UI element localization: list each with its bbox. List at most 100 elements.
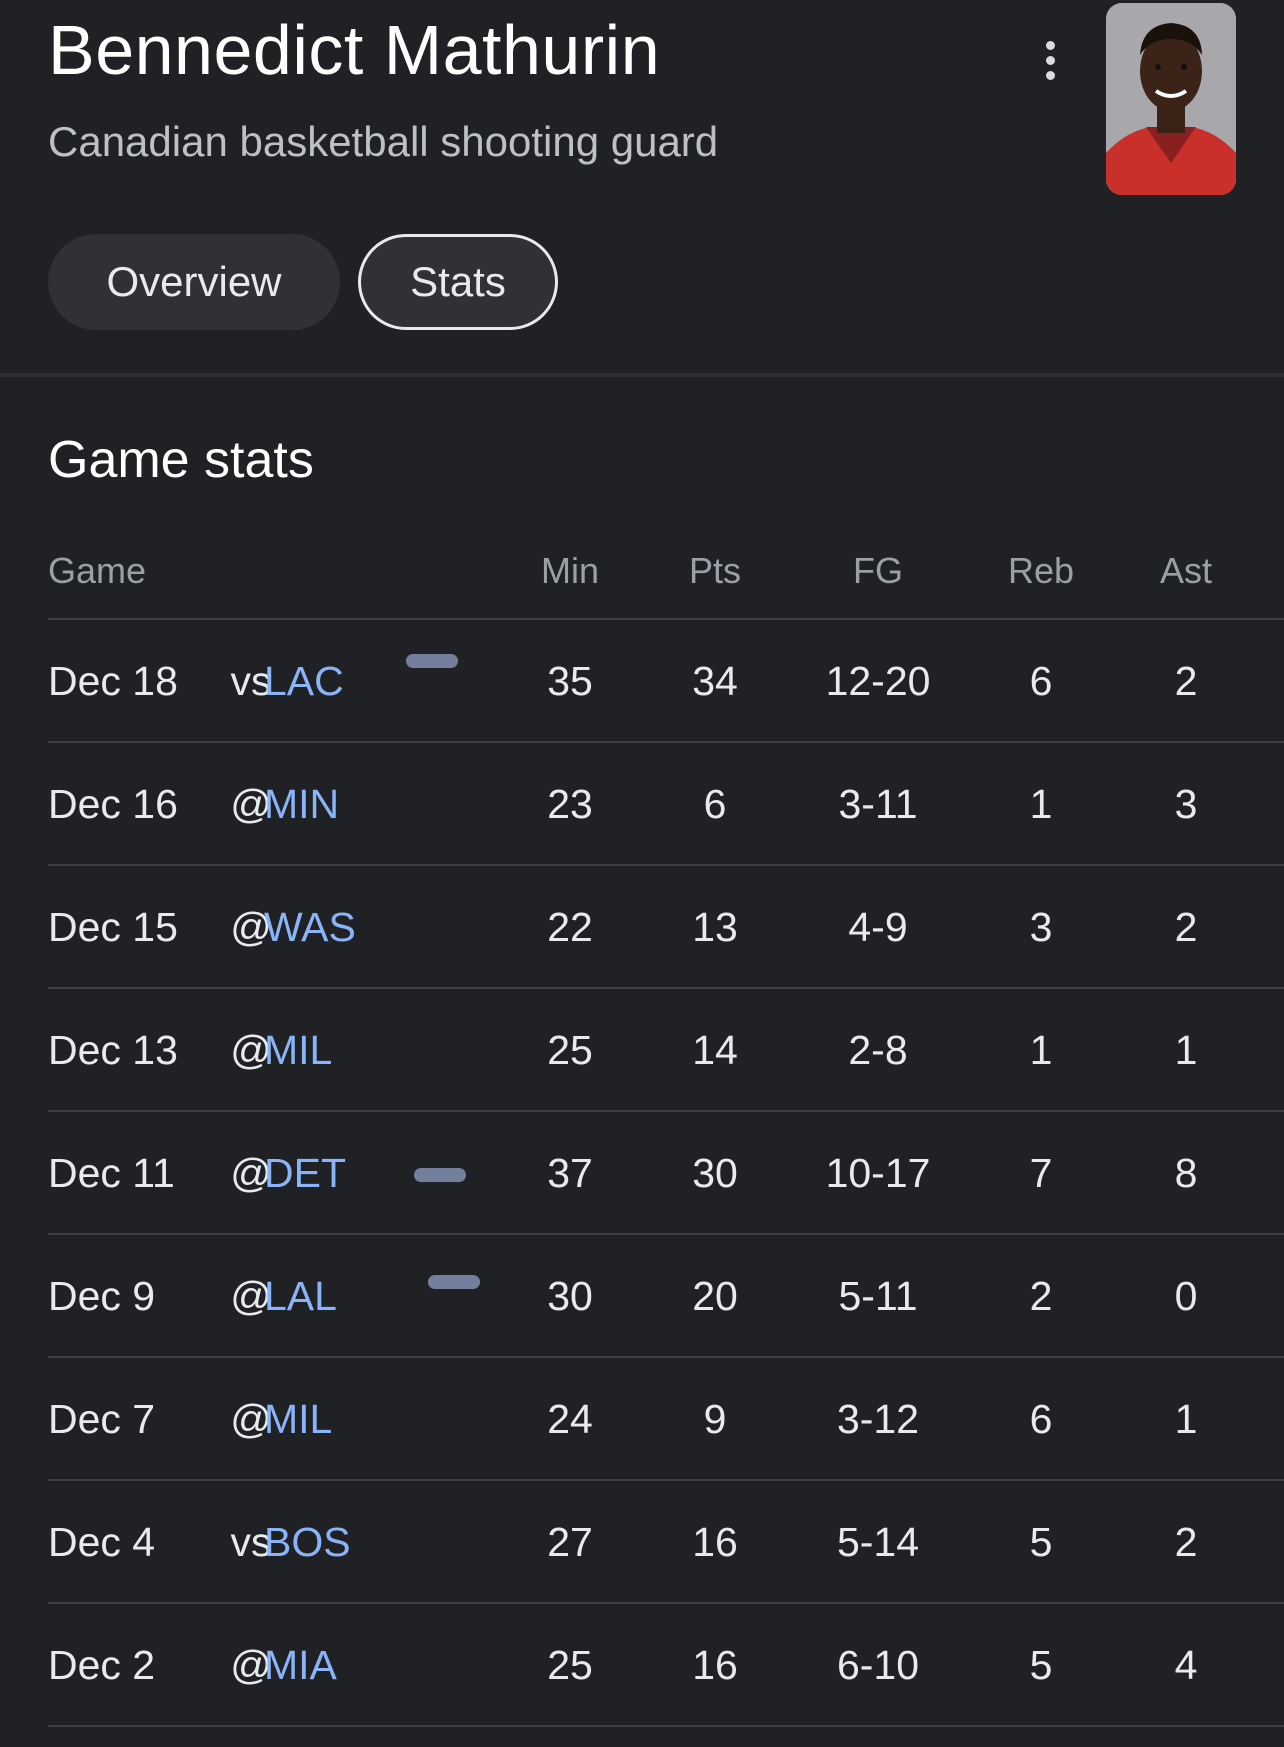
opponent-link[interactable]: LAC bbox=[264, 658, 344, 704]
column-header-fg: FG bbox=[853, 550, 903, 591]
opponent-link[interactable]: WAS bbox=[264, 904, 356, 950]
game-date: Dec 2 bbox=[48, 1642, 156, 1688]
assists-value: 1 bbox=[1174, 1396, 1198, 1442]
minutes-value: 22 bbox=[547, 904, 593, 950]
column-header-game: Game bbox=[48, 550, 147, 591]
game-date: Dec 13 bbox=[48, 1027, 178, 1073]
minutes-value: 25 bbox=[547, 1027, 593, 1073]
game-date: Dec 9 bbox=[48, 1273, 156, 1319]
table-row[interactable]: Dec 9 @ LAL 30 20 5-11 2 0 bbox=[48, 1235, 1284, 1358]
assists-value: 8 bbox=[1174, 1150, 1198, 1196]
game-date: Dec 15 bbox=[48, 904, 178, 950]
field-goals-value: 5-14 bbox=[836, 1519, 920, 1565]
game-highlight-indicator bbox=[414, 1168, 466, 1182]
table-row[interactable]: Dec 16 @ MIN 23 6 3-11 1 3 bbox=[48, 743, 1284, 866]
field-goals-value: 12-20 bbox=[825, 658, 931, 704]
tab-stats[interactable]: Stats bbox=[358, 234, 558, 330]
points-value: 9 bbox=[703, 1396, 727, 1442]
rebounds-value: 5 bbox=[1029, 1519, 1053, 1565]
game-location: @ bbox=[230, 1642, 272, 1688]
minutes-value: 27 bbox=[547, 1519, 593, 1565]
rebounds-value: 3 bbox=[1029, 904, 1053, 950]
opponent-link[interactable]: DET bbox=[264, 1150, 346, 1196]
game-location: @ bbox=[230, 781, 272, 827]
minutes-value: 23 bbox=[547, 781, 593, 827]
game-location: vs bbox=[230, 1519, 272, 1565]
more-options-button[interactable] bbox=[1020, 30, 1080, 90]
game-date: Dec 4 bbox=[48, 1519, 156, 1565]
assists-value: 3 bbox=[1174, 781, 1198, 827]
minutes-value: 37 bbox=[547, 1150, 593, 1196]
game-stats-table: Game Min Pts FG Reb Ast Dec 18 vs LAC 35 34 1… bbox=[48, 540, 1284, 1727]
minutes-value: 30 bbox=[547, 1273, 593, 1319]
field-goals-value: 3-11 bbox=[838, 781, 918, 827]
rebounds-value: 1 bbox=[1029, 781, 1053, 827]
game-highlight-indicator bbox=[428, 1275, 480, 1289]
points-value: 13 bbox=[692, 904, 738, 950]
rebounds-value: 5 bbox=[1029, 1642, 1053, 1688]
game-location: vs bbox=[230, 658, 272, 704]
divider bbox=[0, 373, 1284, 377]
opponent-link[interactable]: MIL bbox=[264, 1396, 333, 1442]
table-row[interactable]: Dec 2 @ MIA 25 16 6-10 5 4 bbox=[48, 1604, 1284, 1727]
opponent-link[interactable]: LAL bbox=[264, 1273, 337, 1319]
column-header-ast: Ast bbox=[1159, 550, 1212, 591]
column-header-pts: Pts bbox=[688, 550, 741, 591]
rebounds-value: 7 bbox=[1029, 1150, 1053, 1196]
field-goals-value: 3-12 bbox=[836, 1396, 920, 1442]
player-portrait-image bbox=[1106, 3, 1236, 195]
game-date: Dec 7 bbox=[48, 1396, 156, 1442]
points-value: 16 bbox=[692, 1642, 738, 1688]
field-goals-value: 2-8 bbox=[848, 1027, 908, 1073]
table-row[interactable]: Dec 18 vs LAC 35 34 12-20 6 2 bbox=[48, 620, 1284, 743]
opponent-link[interactable]: MIN bbox=[264, 781, 340, 827]
game-date: Dec 11 bbox=[48, 1150, 175, 1196]
game-location: @ bbox=[230, 1273, 272, 1319]
assists-value: 1 bbox=[1174, 1027, 1198, 1073]
assists-value: 2 bbox=[1174, 658, 1198, 704]
table-body: Dec 18 vs LAC 35 34 12-20 6 2 Dec 16 @ MIN 23 6 3-11 1… bbox=[48, 620, 1284, 1727]
more-vert-icon bbox=[1045, 40, 1055, 50]
player-name: Bennedict Mathurin bbox=[48, 11, 661, 89]
minutes-value: 35 bbox=[547, 658, 593, 704]
opponent-link[interactable]: MIL bbox=[264, 1027, 333, 1073]
table-row[interactable]: Dec 4 vs BOS 27 16 5-14 5 2 bbox=[48, 1481, 1284, 1604]
table-row[interactable]: Dec 13 @ MIL 25 14 2-8 1 1 bbox=[48, 989, 1284, 1112]
column-header-reb: Reb bbox=[1007, 550, 1075, 591]
table-header: Game Min Pts FG Reb Ast bbox=[48, 540, 1284, 620]
game-date: Dec 16 bbox=[48, 781, 178, 827]
section-title: Game stats bbox=[48, 431, 314, 489]
player-photo[interactable] bbox=[1106, 3, 1236, 195]
tab-bar: Overview Stats bbox=[48, 234, 558, 330]
game-date: Dec 18 bbox=[48, 658, 178, 704]
table-row[interactable]: Dec 7 @ MIL 24 9 3-12 6 1 bbox=[48, 1358, 1284, 1481]
rebounds-value: 2 bbox=[1029, 1273, 1053, 1319]
field-goals-value: 4-9 bbox=[848, 904, 908, 950]
assists-value: 4 bbox=[1174, 1642, 1198, 1688]
rebounds-value: 6 bbox=[1029, 658, 1053, 704]
game-highlight-indicator bbox=[406, 654, 458, 668]
game-location: @ bbox=[230, 1027, 272, 1073]
table-row[interactable]: Dec 11 @ DET 37 30 10-17 7 8 bbox=[48, 1112, 1284, 1235]
points-value: 6 bbox=[703, 781, 727, 827]
player-description: Canadian basketball shooting guard bbox=[48, 118, 719, 165]
points-value: 20 bbox=[692, 1273, 738, 1319]
points-value: 34 bbox=[692, 658, 738, 704]
game-location: @ bbox=[230, 1150, 272, 1196]
opponent-link[interactable]: MIA bbox=[264, 1642, 337, 1688]
field-goals-value: 6-10 bbox=[836, 1642, 920, 1688]
rebounds-value: 1 bbox=[1029, 1027, 1053, 1073]
opponent-link[interactable]: BOS bbox=[264, 1519, 351, 1565]
assists-value: 0 bbox=[1174, 1273, 1198, 1319]
points-value: 16 bbox=[692, 1519, 738, 1565]
tab-overview[interactable]: Overview bbox=[48, 234, 340, 330]
table-row[interactable]: Dec 15 @ WAS 22 13 4-9 3 2 bbox=[48, 866, 1284, 989]
points-value: 30 bbox=[692, 1150, 738, 1196]
points-value: 14 bbox=[692, 1027, 738, 1073]
field-goals-value: 5-11 bbox=[838, 1273, 918, 1319]
minutes-value: 25 bbox=[547, 1642, 593, 1688]
field-goals-value: 10-17 bbox=[825, 1150, 931, 1196]
rebounds-value: 6 bbox=[1029, 1396, 1053, 1442]
minutes-value: 24 bbox=[547, 1396, 593, 1442]
assists-value: 2 bbox=[1174, 904, 1198, 950]
